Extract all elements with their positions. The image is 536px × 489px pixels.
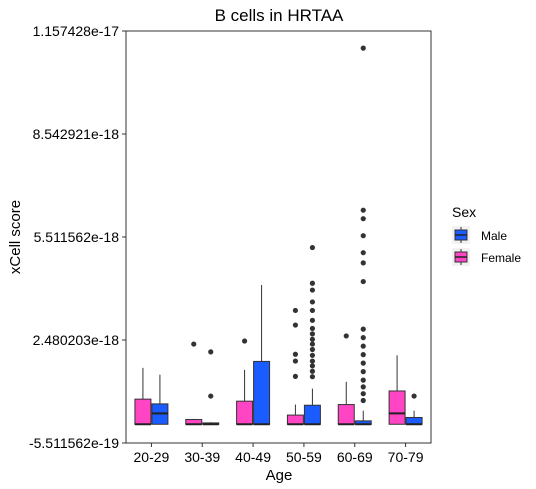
outlier-point bbox=[309, 307, 316, 314]
box-male-50-59 bbox=[303, 244, 321, 426]
outlier-point bbox=[309, 352, 316, 358]
outlier-point bbox=[360, 384, 366, 390]
outlier-point bbox=[309, 374, 316, 380]
outlier-point bbox=[360, 377, 366, 383]
box-iqr bbox=[303, 404, 321, 425]
box-male-70-79 bbox=[405, 393, 423, 426]
box-iqr bbox=[405, 416, 423, 425]
outlier-point bbox=[309, 317, 316, 323]
y-tick-label: 2.480203e-18 bbox=[33, 332, 120, 348]
y-tick-label: -5.511562e-19 bbox=[29, 435, 119, 451]
outlier-point bbox=[292, 322, 299, 328]
x-tick-label: 60-69 bbox=[337, 449, 373, 465]
outlier-point bbox=[309, 331, 316, 337]
x-tick-label: 40-49 bbox=[235, 449, 271, 465]
outlier-point bbox=[360, 369, 366, 375]
box-female-70-79 bbox=[388, 355, 406, 425]
outlier-point bbox=[292, 307, 299, 314]
box-male-40-49 bbox=[253, 284, 271, 426]
box-male-60-69 bbox=[354, 45, 372, 426]
outlier-point bbox=[360, 250, 366, 256]
outlier-point bbox=[360, 397, 366, 404]
outlier-point bbox=[360, 45, 366, 51]
outlier-point bbox=[360, 343, 366, 349]
outlier-point bbox=[292, 358, 299, 364]
box-layer bbox=[134, 45, 423, 426]
chart-title: B cells in HRTAA bbox=[215, 6, 344, 25]
outlier-point bbox=[309, 346, 316, 353]
outlier-point bbox=[360, 233, 366, 239]
box-iqr bbox=[236, 400, 254, 425]
outlier-point bbox=[309, 325, 316, 332]
legend: Sex Male Female bbox=[452, 204, 521, 266]
outlier-point bbox=[208, 349, 214, 355]
outlier-point bbox=[411, 393, 417, 399]
outlier-point bbox=[191, 341, 197, 347]
box-iqr bbox=[286, 414, 304, 425]
outlier-point bbox=[360, 260, 366, 266]
outlier-point bbox=[208, 393, 214, 399]
outlier-point bbox=[309, 280, 316, 286]
legend-label: Male bbox=[481, 229, 507, 243]
box-female-30-39 bbox=[185, 341, 203, 426]
outlier-point bbox=[309, 299, 316, 305]
legend-title: Sex bbox=[452, 204, 476, 220]
box-iqr bbox=[388, 390, 406, 425]
y-axis: -5.511562e-19 2.480203e-18 5.511562e-18 8.5… bbox=[29, 23, 126, 451]
box-female-50-59 bbox=[286, 307, 304, 426]
box-iqr bbox=[134, 398, 152, 425]
box-female-60-69 bbox=[337, 333, 355, 426]
plot-panel bbox=[125, 30, 432, 444]
outlier-point bbox=[360, 391, 366, 397]
box-female-20-29 bbox=[134, 367, 152, 426]
y-tick-label: 8.542921e-18 bbox=[33, 126, 120, 142]
y-tick-label: 1.157428e-17 bbox=[33, 23, 120, 39]
outlier-point bbox=[309, 341, 316, 347]
outlier-point bbox=[309, 363, 316, 369]
x-tick-label: 50-59 bbox=[286, 449, 322, 465]
outlier-point bbox=[343, 333, 349, 339]
box-iqr bbox=[337, 404, 355, 425]
outlier-point bbox=[360, 207, 366, 213]
box-female-40-49 bbox=[236, 338, 254, 426]
outlier-point bbox=[360, 216, 366, 222]
x-tick-label: 30-39 bbox=[184, 449, 220, 465]
outlier-point bbox=[360, 326, 366, 332]
x-axis: 20-29 30-39 40-49 50-59 60-69 70-79 bbox=[134, 443, 424, 465]
box-male-20-29 bbox=[151, 374, 169, 425]
outlier-point bbox=[309, 244, 316, 251]
y-axis-title: xCell score bbox=[7, 200, 24, 274]
outlier-point bbox=[360, 360, 366, 366]
outlier-point bbox=[360, 278, 366, 285]
outlier-point bbox=[360, 335, 366, 341]
box-male-30-39 bbox=[202, 349, 220, 426]
box-iqr bbox=[253, 360, 271, 425]
outlier-point bbox=[292, 351, 299, 357]
outlier-point bbox=[309, 336, 316, 342]
outlier-point bbox=[360, 352, 366, 358]
outlier-point bbox=[292, 373, 299, 379]
outlier-point bbox=[309, 287, 316, 293]
outlier-point bbox=[309, 358, 316, 364]
outlier-point bbox=[241, 338, 248, 344]
x-axis-title: Age bbox=[266, 467, 293, 484]
x-tick-label: 20-29 bbox=[134, 449, 170, 465]
x-tick-label: 70-79 bbox=[388, 449, 424, 465]
y-tick-label: 5.511562e-18 bbox=[34, 229, 120, 245]
outlier-point bbox=[309, 368, 316, 374]
legend-label: Female bbox=[481, 251, 521, 265]
